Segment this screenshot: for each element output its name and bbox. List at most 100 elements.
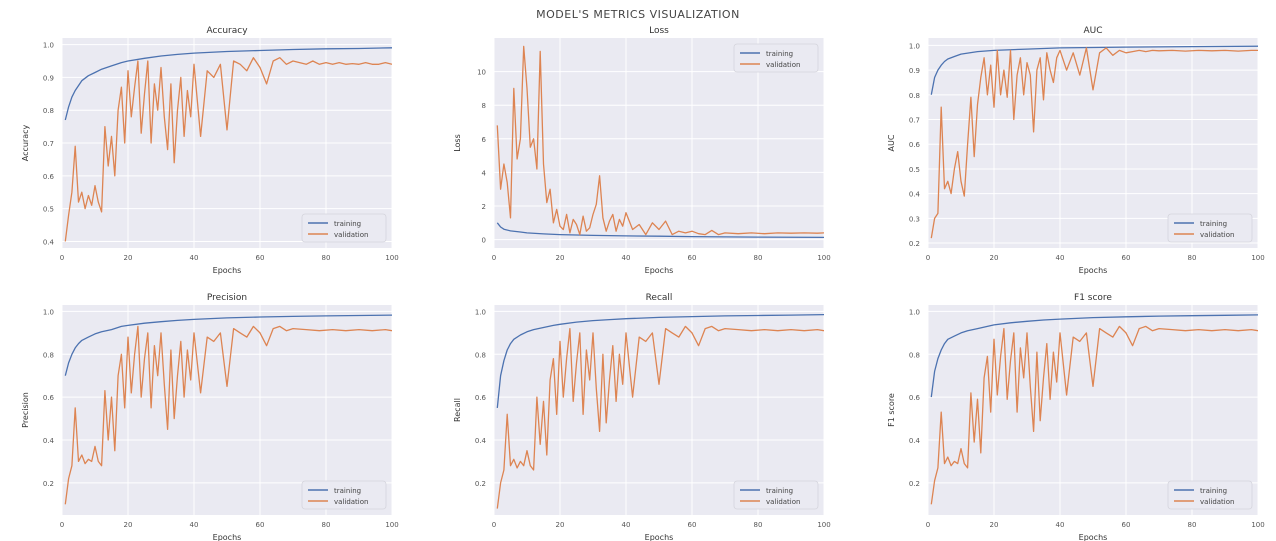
- f1-score-title: F1 score: [1074, 293, 1112, 303]
- accuracy-title: Accuracy: [206, 26, 248, 36]
- loss-legend-label-training: training: [766, 50, 793, 58]
- recall-legend-label-validation: validation: [766, 498, 800, 506]
- f1-score-y-axis-label: F1 score: [887, 393, 896, 427]
- auc-chart: 0 20 40 60 80 1000.20.30.40.50.60.70.80.91.0A…: [887, 26, 1265, 275]
- auc-y-axis-label: AUC: [887, 134, 896, 151]
- f1-score-x-axis-label: Epochs: [1079, 533, 1108, 541]
- loss-x-tick-label: 60: [688, 254, 697, 262]
- loss-x-axis-label: Epochs: [645, 266, 674, 275]
- auc-title: AUC: [1083, 26, 1102, 36]
- auc-x-tick-label: 80: [1188, 254, 1197, 262]
- accuracy-x-tick-label: 40: [190, 254, 199, 262]
- f1-score-legend: training validation: [1168, 481, 1252, 509]
- accuracy-x-tick-label: 100: [385, 254, 398, 262]
- accuracy-y-tick-label: 0.6: [43, 173, 55, 181]
- loss-legend: training validation: [734, 44, 818, 72]
- loss-y-axis-label: Loss: [453, 134, 462, 152]
- accuracy-y-tick-label: 1.0: [43, 42, 54, 50]
- auc-legend-label-validation: validation: [1200, 231, 1234, 239]
- accuracy-chart: 0 20 40 60 80 100 0.4 0.5 0.6 0.7 0.8 0.9 1.0 Accurac…: [21, 26, 399, 275]
- f1-score-y-tick-label: 0.8: [909, 351, 920, 359]
- loss-x-tick-label: 0: [492, 254, 496, 262]
- auc-y-tick-label: 0.3: [909, 215, 920, 223]
- loss-x-tick-label: 100: [817, 254, 830, 262]
- auc-y-tick-label: 0.2: [909, 240, 920, 248]
- recall-y-tick-label: 0.6: [475, 394, 487, 402]
- f1-score-y-tick-label: 0.6: [909, 394, 921, 402]
- precision-y-axis-label: Precision: [21, 392, 30, 428]
- auc-x-axis-label: Epochs: [1079, 266, 1108, 275]
- f1-score-legend-label-training: training: [1200, 487, 1227, 495]
- auc-x-tick-label: 20: [990, 254, 999, 262]
- accuracy-y-tick-label: 0.8: [43, 107, 54, 115]
- precision-legend: trainingvalidation: [302, 481, 386, 509]
- loss-y-tick-label: 8: [482, 102, 486, 110]
- f1-score-x-tick-label: 0: [926, 521, 930, 529]
- precision-y-tick-label: 0.4: [43, 437, 55, 445]
- accuracy-x-tick-label: 20: [124, 254, 133, 262]
- recall-y-tick-label: 1.0: [475, 308, 486, 316]
- auc-x-tick-label: 40: [1056, 254, 1065, 262]
- recall-y-tick-label: 0.4: [475, 437, 487, 445]
- loss-y-tick-label: 10: [477, 69, 486, 77]
- recall-x-tick-label: 20: [556, 521, 565, 529]
- accuracy-x-tick-label: 0: [60, 254, 64, 262]
- recall-y-axis-label: Recall: [453, 398, 462, 422]
- recall-x-axis-label: Epochs: [645, 533, 674, 541]
- accuracy-y-tick-label: 0.4: [43, 238, 55, 246]
- auc-x-tick-label: 0: [926, 254, 930, 262]
- recall-y-tick-label: 0.8: [475, 351, 486, 359]
- precision-legend-label-training: training: [334, 487, 361, 495]
- recall-chart: 0 20 40 60 80 100 0.2 0.4 0.6 0.8 1.0 Recall Epochs R…: [453, 293, 831, 541]
- loss-y-tick-label: 2: [482, 203, 486, 211]
- precision-chart: 0 20 40 60 80 100 0.2 0.4 0.6 0.8 1.0 Precision Epoc…: [21, 293, 399, 541]
- precision-y-tick-label: 1.0: [43, 308, 54, 316]
- loss-x-tick-label: 80: [754, 254, 763, 262]
- recall-legend: training validation: [734, 481, 818, 509]
- precision-y-tick-label: 0.2: [43, 480, 54, 488]
- precision-y-tick-label: 0.8: [43, 351, 54, 359]
- auc-x-tick-label: 60: [1122, 254, 1131, 262]
- auc-y-tick-label: 0.9: [909, 67, 920, 75]
- accuracy-legend: training validation: [302, 214, 386, 242]
- auc-y-tick-label: 0.4: [909, 191, 921, 199]
- accuracy-y-tick-label: 0.7: [43, 140, 54, 148]
- auc-y-tick-label: 0.6: [909, 141, 921, 149]
- accuracy-x-tick-label: 60: [256, 254, 265, 262]
- f1-score-legend-label-validation: validation: [1200, 498, 1234, 506]
- loss-y-tick-label: 0: [482, 237, 486, 245]
- precision-x-tick-label: 100: [385, 521, 398, 529]
- auc-legend-label-training: training: [1200, 220, 1227, 228]
- auc-x-tick-label: 100: [1251, 254, 1264, 262]
- auc-y-tick-label: 0.8: [909, 92, 920, 100]
- recall-x-tick-label: 40: [622, 521, 631, 529]
- recall-x-tick-label: 80: [754, 521, 763, 529]
- f1-score-y-tick-label: 0.2: [909, 480, 920, 488]
- precision-x-tick-label: 80: [322, 521, 331, 529]
- f1-score-y-tick-label: 0.4: [909, 437, 921, 445]
- auc-legend: training validation: [1168, 214, 1252, 242]
- accuracy-x-axis-label: Epochs: [213, 266, 242, 275]
- loss-chart: 0 20 40 60 80 100 0 2 4 6 8 10 Loss Epochs Loss trainin…: [453, 26, 831, 275]
- f1-score-x-tick-label: 80: [1188, 521, 1197, 529]
- loss-legend-label-validation: validation: [766, 61, 800, 69]
- f1-score-x-tick-label: 20: [990, 521, 999, 529]
- recall-x-tick-label: 0: [492, 521, 496, 529]
- accuracy-legend-label-validation: validation: [334, 231, 368, 239]
- accuracy-x-tick-label: 80: [322, 254, 331, 262]
- precision-x-tick-label: 40: [190, 521, 199, 529]
- accuracy-y-tick-label: 0.9: [43, 74, 54, 82]
- f1-score-x-tick-label: 100: [1251, 521, 1264, 529]
- precision-x-tick-label: 20: [124, 521, 133, 529]
- loss-y-tick-label: 6: [482, 136, 487, 144]
- accuracy-legend-label-training: training: [334, 220, 361, 228]
- auc-y-tick-label: 0.7: [909, 117, 920, 125]
- precision-x-tick-label: 0: [60, 521, 64, 529]
- precision-title: Precision: [207, 293, 247, 303]
- auc-y-tick-label: 1.0: [909, 42, 920, 50]
- precision-x-tick-label: 60: [256, 521, 265, 529]
- recall-y-tick-label: 0.2: [475, 480, 486, 488]
- recall-x-tick-label: 60: [688, 521, 697, 529]
- precision-y-tick-label: 0.6: [43, 394, 55, 402]
- f1-score-x-tick-label: 60: [1122, 521, 1131, 529]
